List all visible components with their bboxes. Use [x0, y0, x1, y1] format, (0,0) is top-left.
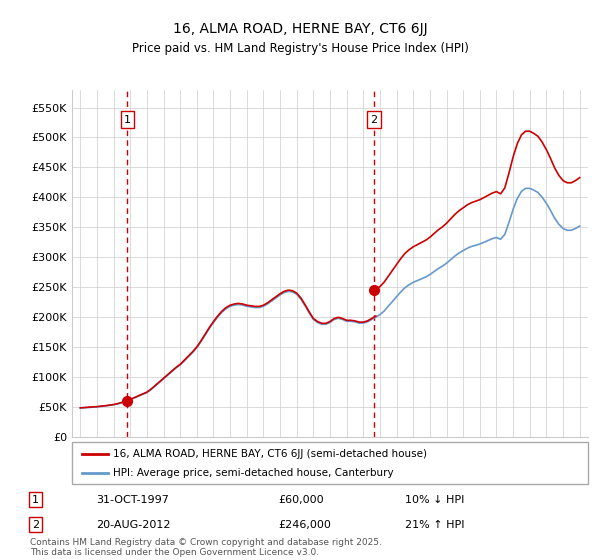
Text: 2: 2: [370, 115, 377, 124]
Text: 10% ↓ HPI: 10% ↓ HPI: [406, 494, 465, 505]
Text: 21% ↑ HPI: 21% ↑ HPI: [406, 520, 465, 530]
Text: Contains HM Land Registry data © Crown copyright and database right 2025.
This d: Contains HM Land Registry data © Crown c…: [30, 538, 382, 557]
Text: 16, ALMA ROAD, HERNE BAY, CT6 6JJ: 16, ALMA ROAD, HERNE BAY, CT6 6JJ: [173, 22, 427, 36]
Text: 20-AUG-2012: 20-AUG-2012: [96, 520, 171, 530]
Text: Price paid vs. HM Land Registry's House Price Index (HPI): Price paid vs. HM Land Registry's House …: [131, 42, 469, 55]
Text: 1: 1: [32, 494, 39, 505]
Text: 16, ALMA ROAD, HERNE BAY, CT6 6JJ (semi-detached house): 16, ALMA ROAD, HERNE BAY, CT6 6JJ (semi-…: [113, 449, 427, 459]
Text: £246,000: £246,000: [278, 520, 331, 530]
Text: 2: 2: [32, 520, 39, 530]
Text: 1: 1: [124, 115, 131, 124]
Text: HPI: Average price, semi-detached house, Canterbury: HPI: Average price, semi-detached house,…: [113, 468, 394, 478]
FancyBboxPatch shape: [72, 442, 588, 484]
Text: 31-OCT-1997: 31-OCT-1997: [96, 494, 169, 505]
Text: £60,000: £60,000: [278, 494, 324, 505]
